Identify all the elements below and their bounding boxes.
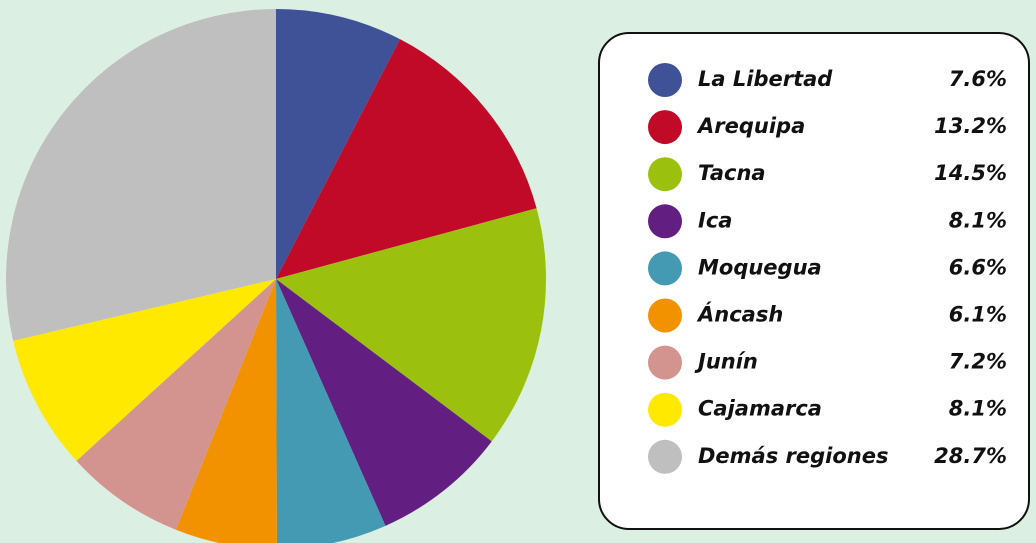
pie-slice [276, 279, 492, 526]
pie-slice [276, 9, 400, 279]
pie-slice [76, 279, 276, 530]
legend-swatch [648, 63, 682, 97]
value-label: 6.6% [949, 255, 1007, 279]
legend-label: Ica [698, 208, 732, 232]
value-label: 8.1% [949, 208, 1007, 232]
legend-swatch [648, 157, 682, 192]
legend-label: Cajamarca [698, 397, 822, 421]
value-label: 13.2% [934, 114, 1007, 138]
legend-label: Moquegua [698, 255, 822, 279]
legend-box [598, 32, 1030, 530]
legend-swatch [648, 110, 682, 145]
legend-swatch [648, 204, 682, 239]
legend-label: Junín [694, 350, 758, 374]
pie-slice [276, 208, 546, 442]
pie-slice [13, 279, 277, 461]
value-label: 8.1% [949, 397, 1007, 421]
pie-slice [5, 9, 276, 341]
pie-slice [276, 279, 386, 543]
value-label: 14.5% [934, 161, 1007, 185]
legend-label: Demás regiones [698, 444, 889, 468]
legend-swatch [648, 298, 682, 333]
legend-label: La Libertad [698, 67, 833, 91]
legend-swatch [648, 439, 682, 474]
legend-label: Arequipa [696, 114, 805, 138]
value-label: 28.7% [934, 444, 1007, 468]
pie-slice [276, 39, 537, 280]
legend-swatch [648, 392, 682, 427]
legend-swatch [648, 345, 682, 380]
legend-label: Tacna [698, 161, 766, 185]
pie-slice [175, 279, 277, 543]
value-label: 6.1% [949, 303, 1007, 327]
value-label: 7.2% [949, 350, 1007, 374]
legend-label: Áncash [696, 302, 783, 327]
legend-swatch [648, 251, 682, 286]
value-label: 7.6% [949, 67, 1007, 91]
